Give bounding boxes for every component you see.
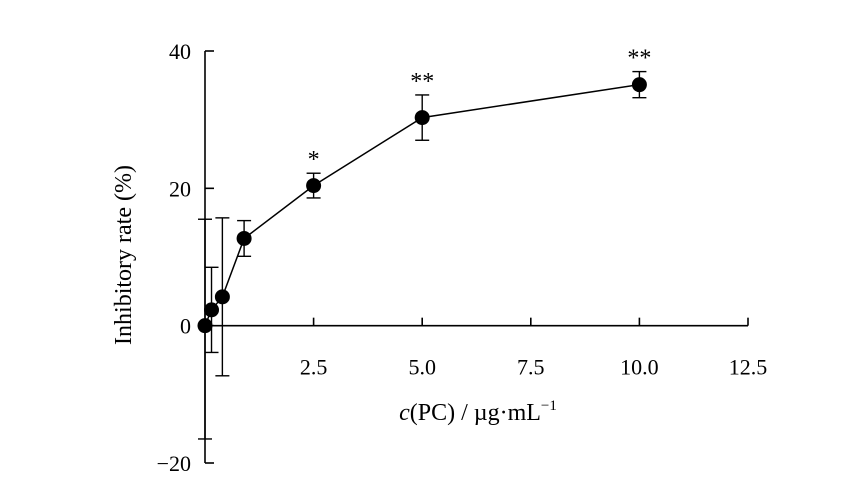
significance-label: ** — [627, 46, 651, 72]
y-tick-label: −20 — [157, 451, 191, 476]
data-point — [306, 178, 322, 194]
significance-label: ** — [410, 69, 434, 95]
data-points-layer — [197, 77, 647, 334]
x-tick-label: 12.5 — [729, 355, 768, 380]
data-point — [214, 289, 230, 305]
x-tick-label: 2.5 — [300, 355, 328, 380]
x-axis-title-text: (PC) / µg·mL — [410, 400, 541, 426]
significance-labels-layer: ***** — [308, 46, 652, 174]
x-tick-label: 10.0 — [620, 355, 659, 380]
x-axis-title-superscript: −1 — [541, 398, 557, 414]
significance-label: * — [308, 147, 320, 173]
data-point — [414, 110, 430, 126]
data-point — [236, 230, 252, 246]
data-point — [631, 77, 647, 93]
data-point — [204, 302, 220, 318]
y-tick-label: 0 — [180, 314, 191, 339]
x-axis-title-symbol: c — [399, 400, 410, 426]
data-point — [197, 318, 213, 334]
axes: −20 0 20 40 2.5 5.0 7.5 10.0 12.5 — [157, 39, 768, 476]
x-tick-label: 5.0 — [408, 355, 436, 380]
y-tick-label: 40 — [169, 39, 191, 64]
y-axis-title: Inhibitory rate (%) — [111, 165, 137, 345]
y-tick-label: 20 — [169, 176, 191, 201]
x-axis-title: c(PC) / µg·mL−1 — [399, 398, 557, 426]
error-bar-layer — [198, 70, 647, 440]
x-tick-label: 7.5 — [517, 355, 545, 380]
